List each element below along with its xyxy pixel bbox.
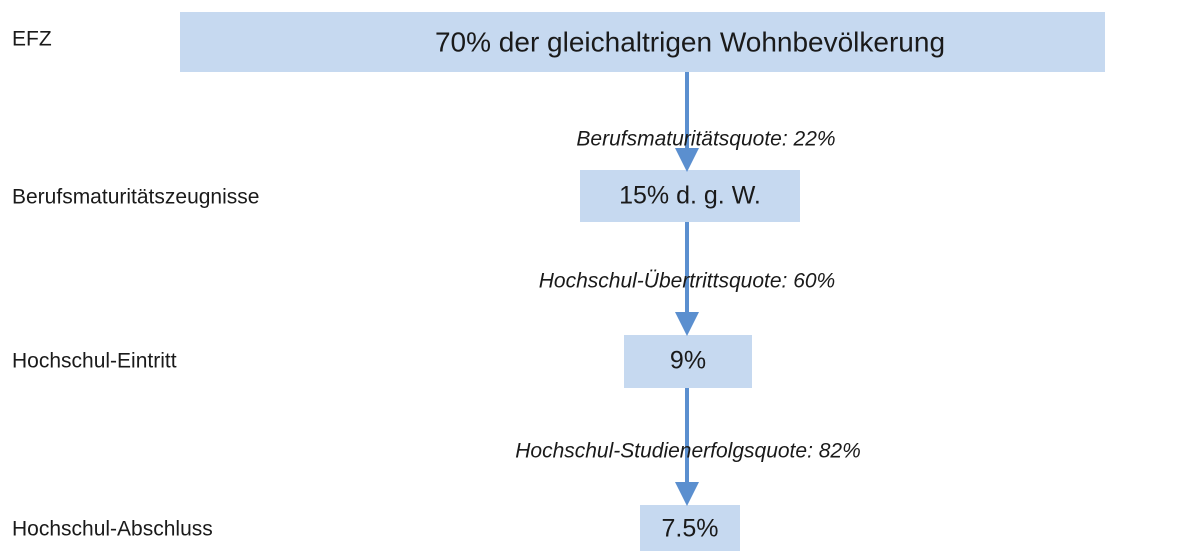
level-box [580,170,800,222]
level-label: Berufsmaturitätszeugnisse [12,186,259,209]
transition-label: Hochschul-Übertrittsquote: 60% [539,270,835,293]
level-box-text: 15% d. g. W. [619,182,761,210]
level-label: EFZ [12,28,52,51]
level-label: Hochschul-Eintritt [12,350,177,373]
level-box-text: 9% [670,347,706,375]
level-box [640,505,740,551]
level-box-text: 7.5% [662,515,719,543]
level-box-text: 70% der gleichaltrigen Wohnbevölkerung [435,26,945,57]
level-label: Hochschul-Abschluss [12,518,213,541]
transition-label: Berufsmaturitätsquote: 22% [576,128,835,151]
level-box [180,12,1105,72]
transition-label: Hochschul-Studienerfolgsquote: 82% [515,440,861,463]
level-box [624,335,752,388]
